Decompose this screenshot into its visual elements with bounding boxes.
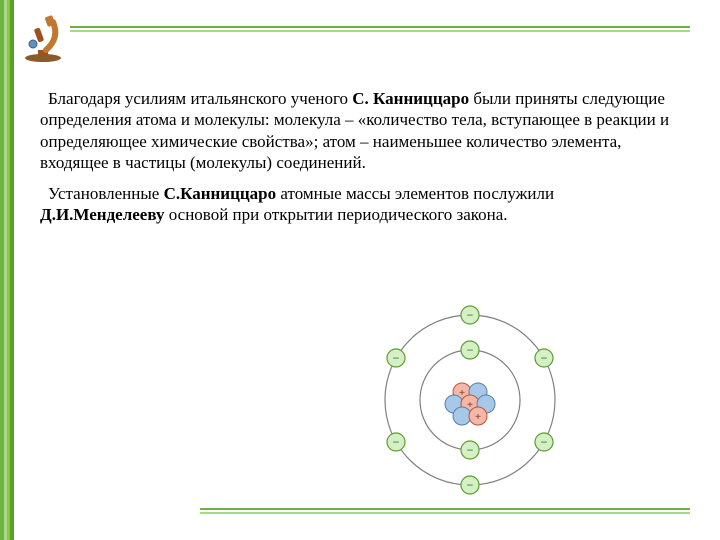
p1-bold-1: С. Канниццаро: [352, 89, 469, 108]
svg-text:−: −: [393, 435, 400, 449]
left-border-stripes: [0, 0, 14, 540]
p2-bold-2: Д.И.Менделееву: [40, 205, 164, 224]
paragraph-2: Установленные С.Канниццаро атомные массы…: [40, 183, 680, 226]
body-text: Благодаря усилиям итальянского ученого С…: [40, 88, 680, 236]
svg-text:−: −: [467, 478, 474, 492]
paragraph-1: Благодаря усилиям итальянского ученого С…: [40, 88, 680, 173]
svg-text:−: −: [467, 443, 474, 457]
svg-text:−: −: [541, 351, 548, 365]
top-divider: [70, 26, 690, 32]
p2-bold-1: С.Канниццаро: [164, 184, 277, 203]
p2-text-pre: Установленные: [48, 184, 164, 203]
microscope-icon: [18, 8, 68, 63]
svg-text:−: −: [467, 343, 474, 357]
bottom-divider: [200, 508, 690, 514]
svg-text:−: −: [393, 351, 400, 365]
atom-diagram: +++−−−−−−−−: [360, 300, 580, 500]
p2-text-mid: атомные массы элементов послужили: [276, 184, 554, 203]
svg-text:−: −: [467, 308, 474, 322]
svg-text:−: −: [541, 435, 548, 449]
p1-text-pre: Благодаря усилиям итальянского ученого: [48, 89, 352, 108]
svg-text:+: +: [475, 411, 481, 423]
p2-text-post: основой при открытии периодического зако…: [164, 205, 507, 224]
